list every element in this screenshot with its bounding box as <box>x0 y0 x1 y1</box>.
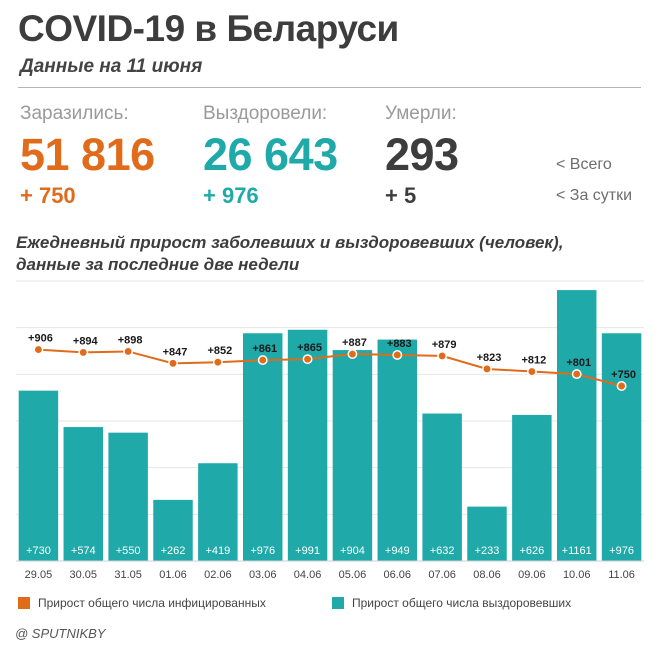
point-value-label: +847 <box>163 346 188 358</box>
stat-died-label: Умерли: <box>385 103 457 124</box>
x-tick-label: 01.06 <box>159 569 187 581</box>
x-tick-label: 11.06 <box>608 569 635 581</box>
point-infected <box>302 354 313 365</box>
bar-recovered <box>422 413 462 561</box>
bar-recovered <box>198 463 238 561</box>
point-infected <box>482 364 492 374</box>
x-tick-label: 04.06 <box>294 569 322 581</box>
legend-recovered-swatch <box>332 597 344 609</box>
point-value-label: +812 <box>521 355 546 367</box>
bar-recovered <box>242 333 283 561</box>
x-tick-label: 03.06 <box>249 569 277 581</box>
point-infected <box>33 344 44 355</box>
bar-value-label: +574 <box>71 545 96 557</box>
page-title: COVID-19 в Беларуси <box>18 8 399 49</box>
bar-recovered <box>377 339 418 561</box>
point-infected <box>212 357 223 368</box>
point-infected <box>123 346 134 357</box>
point-value-label: +887 <box>342 337 367 349</box>
bar-value-label: +976 <box>609 545 634 557</box>
bar-recovered <box>18 390 59 561</box>
point-value-label: +865 <box>297 342 322 354</box>
bar-recovered <box>108 432 148 561</box>
bar-recovered <box>287 329 328 561</box>
legend-infected: Прирост общего числа инфицированных <box>18 596 266 610</box>
bar-value-label: +949 <box>385 545 410 557</box>
x-tick-label: 31.05 <box>114 569 142 581</box>
point-value-label: +852 <box>207 345 232 357</box>
bar-recovered <box>512 414 552 561</box>
point-value-label: +861 <box>252 343 277 355</box>
stat-infected-total: 51 816 <box>20 129 155 180</box>
chart-title-line-2: данные за последние две недели <box>16 255 300 274</box>
point-value-label: +894 <box>73 335 99 347</box>
bar-recovered <box>556 290 597 561</box>
point-value-label: +823 <box>477 352 502 364</box>
source-credit: @ SPUTNIKBY <box>15 626 106 641</box>
x-tick-label: 06.06 <box>384 569 412 581</box>
key-total: < Всего <box>556 156 612 173</box>
x-tick-label: 08.06 <box>473 569 501 581</box>
bar-value-label: +419 <box>205 545 230 557</box>
chart-title-line-1: Ежедневный прирост заболевших и выздоров… <box>16 233 564 252</box>
x-tick-label: 10.06 <box>563 569 591 581</box>
point-infected <box>437 350 448 361</box>
line-infected <box>38 348 622 387</box>
bar-value-label: +730 <box>26 545 51 557</box>
x-tick-label: 07.06 <box>428 569 456 581</box>
bar-recovered <box>601 333 642 561</box>
legend-recovered: Прирост общего числа выздоровевших <box>332 596 571 610</box>
point-infected <box>168 358 178 369</box>
legend-recovered-label: Прирост общего числа выздоровевших <box>352 596 572 610</box>
x-tick-label: 30.05 <box>70 569 98 581</box>
point-infected <box>392 350 403 360</box>
point-infected <box>347 349 358 359</box>
legend-infected-label: Прирост общего числа инфицированных <box>38 596 266 610</box>
stat-died: Умерли: 293 + 5 <box>385 103 459 209</box>
point-infected <box>78 347 89 358</box>
bar-value-label: +262 <box>161 545 186 557</box>
bar-value-label: +976 <box>250 545 275 557</box>
bar-recovered <box>467 506 507 561</box>
header-divider <box>18 87 641 88</box>
point-value-label: +750 <box>611 369 636 381</box>
stat-infected: Заразились: 51 816 + 750 <box>20 103 155 209</box>
bar-value-label: +632 <box>430 545 455 557</box>
bar-recovered <box>332 350 373 561</box>
x-tick-label: 02.06 <box>204 569 232 581</box>
key-daily: < За сутки <box>556 187 633 204</box>
point-infected <box>257 355 268 366</box>
chart-title: Ежедневный прирост заболевших и выздоров… <box>16 232 563 276</box>
point-value-label: +906 <box>28 333 53 345</box>
stat-recovered-delta: + 976 <box>203 183 259 208</box>
stat-infected-delta: + 750 <box>20 183 76 208</box>
stat-died-delta: + 5 <box>385 183 417 208</box>
bar-recovered <box>153 499 193 561</box>
stat-recovered: Выздоровели: 26 643 + 976 <box>203 103 338 209</box>
point-infected <box>616 381 627 391</box>
stat-recovered-total: 26 643 <box>203 129 338 180</box>
point-infected <box>571 369 582 380</box>
bar-value-label: +550 <box>116 545 141 557</box>
point-value-label: +883 <box>387 338 412 350</box>
point-value-label: +801 <box>566 357 591 369</box>
stat-infected-label: Заразились: <box>20 103 129 124</box>
bar-value-label: +991 <box>295 545 320 557</box>
point-value-label: +898 <box>118 334 143 346</box>
x-tick-label: 05.06 <box>339 569 367 581</box>
bar-value-label: +626 <box>519 545 544 557</box>
point-infected <box>526 366 537 377</box>
bar-value-label: +904 <box>340 545 365 557</box>
bar-value-label: +233 <box>475 545 500 557</box>
point-value-label: +879 <box>432 339 457 351</box>
legend-infected-swatch <box>18 597 30 609</box>
stat-died-total: 293 <box>385 129 459 180</box>
page-subtitle: Данные на 11 июня <box>20 56 203 77</box>
x-tick-label: 29.05 <box>25 569 53 581</box>
daily-growth-chart: +730 +574 +550 +262 +419 +976 +991 +904 +949 +632… <box>16 280 644 581</box>
bar-value-label: +1161 <box>562 545 592 557</box>
x-tick-label: 09.06 <box>518 569 546 581</box>
bar-recovered <box>63 427 104 561</box>
stat-recovered-label: Выздоровели: <box>203 103 328 124</box>
